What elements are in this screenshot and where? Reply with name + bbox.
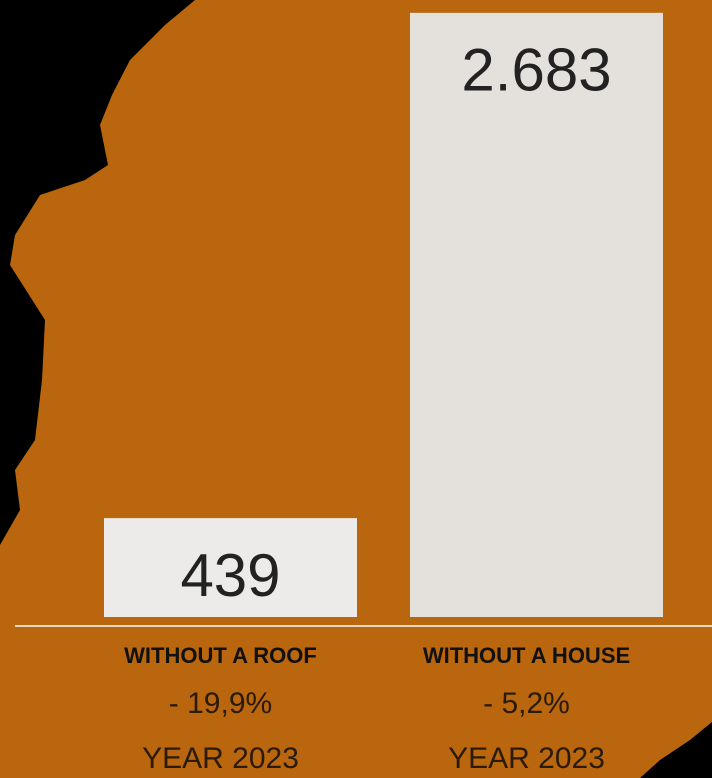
change-label: - 19,9% — [169, 687, 272, 720]
change-label: - 5,2% — [483, 687, 570, 720]
dark-corner — [640, 722, 712, 778]
value-label: 439 — [180, 542, 280, 609]
bar — [410, 12, 663, 618]
bar — [104, 518, 357, 617]
period-label: YEAR 2023 — [448, 742, 605, 775]
dark-shape — [0, 0, 195, 545]
category-label: WITHOUT A HOUSE — [423, 643, 630, 668]
period-label: YEAR 2023 — [142, 742, 299, 775]
value-label: 2.683 — [461, 37, 611, 104]
category-label: WITHOUT A ROOF — [124, 643, 317, 668]
